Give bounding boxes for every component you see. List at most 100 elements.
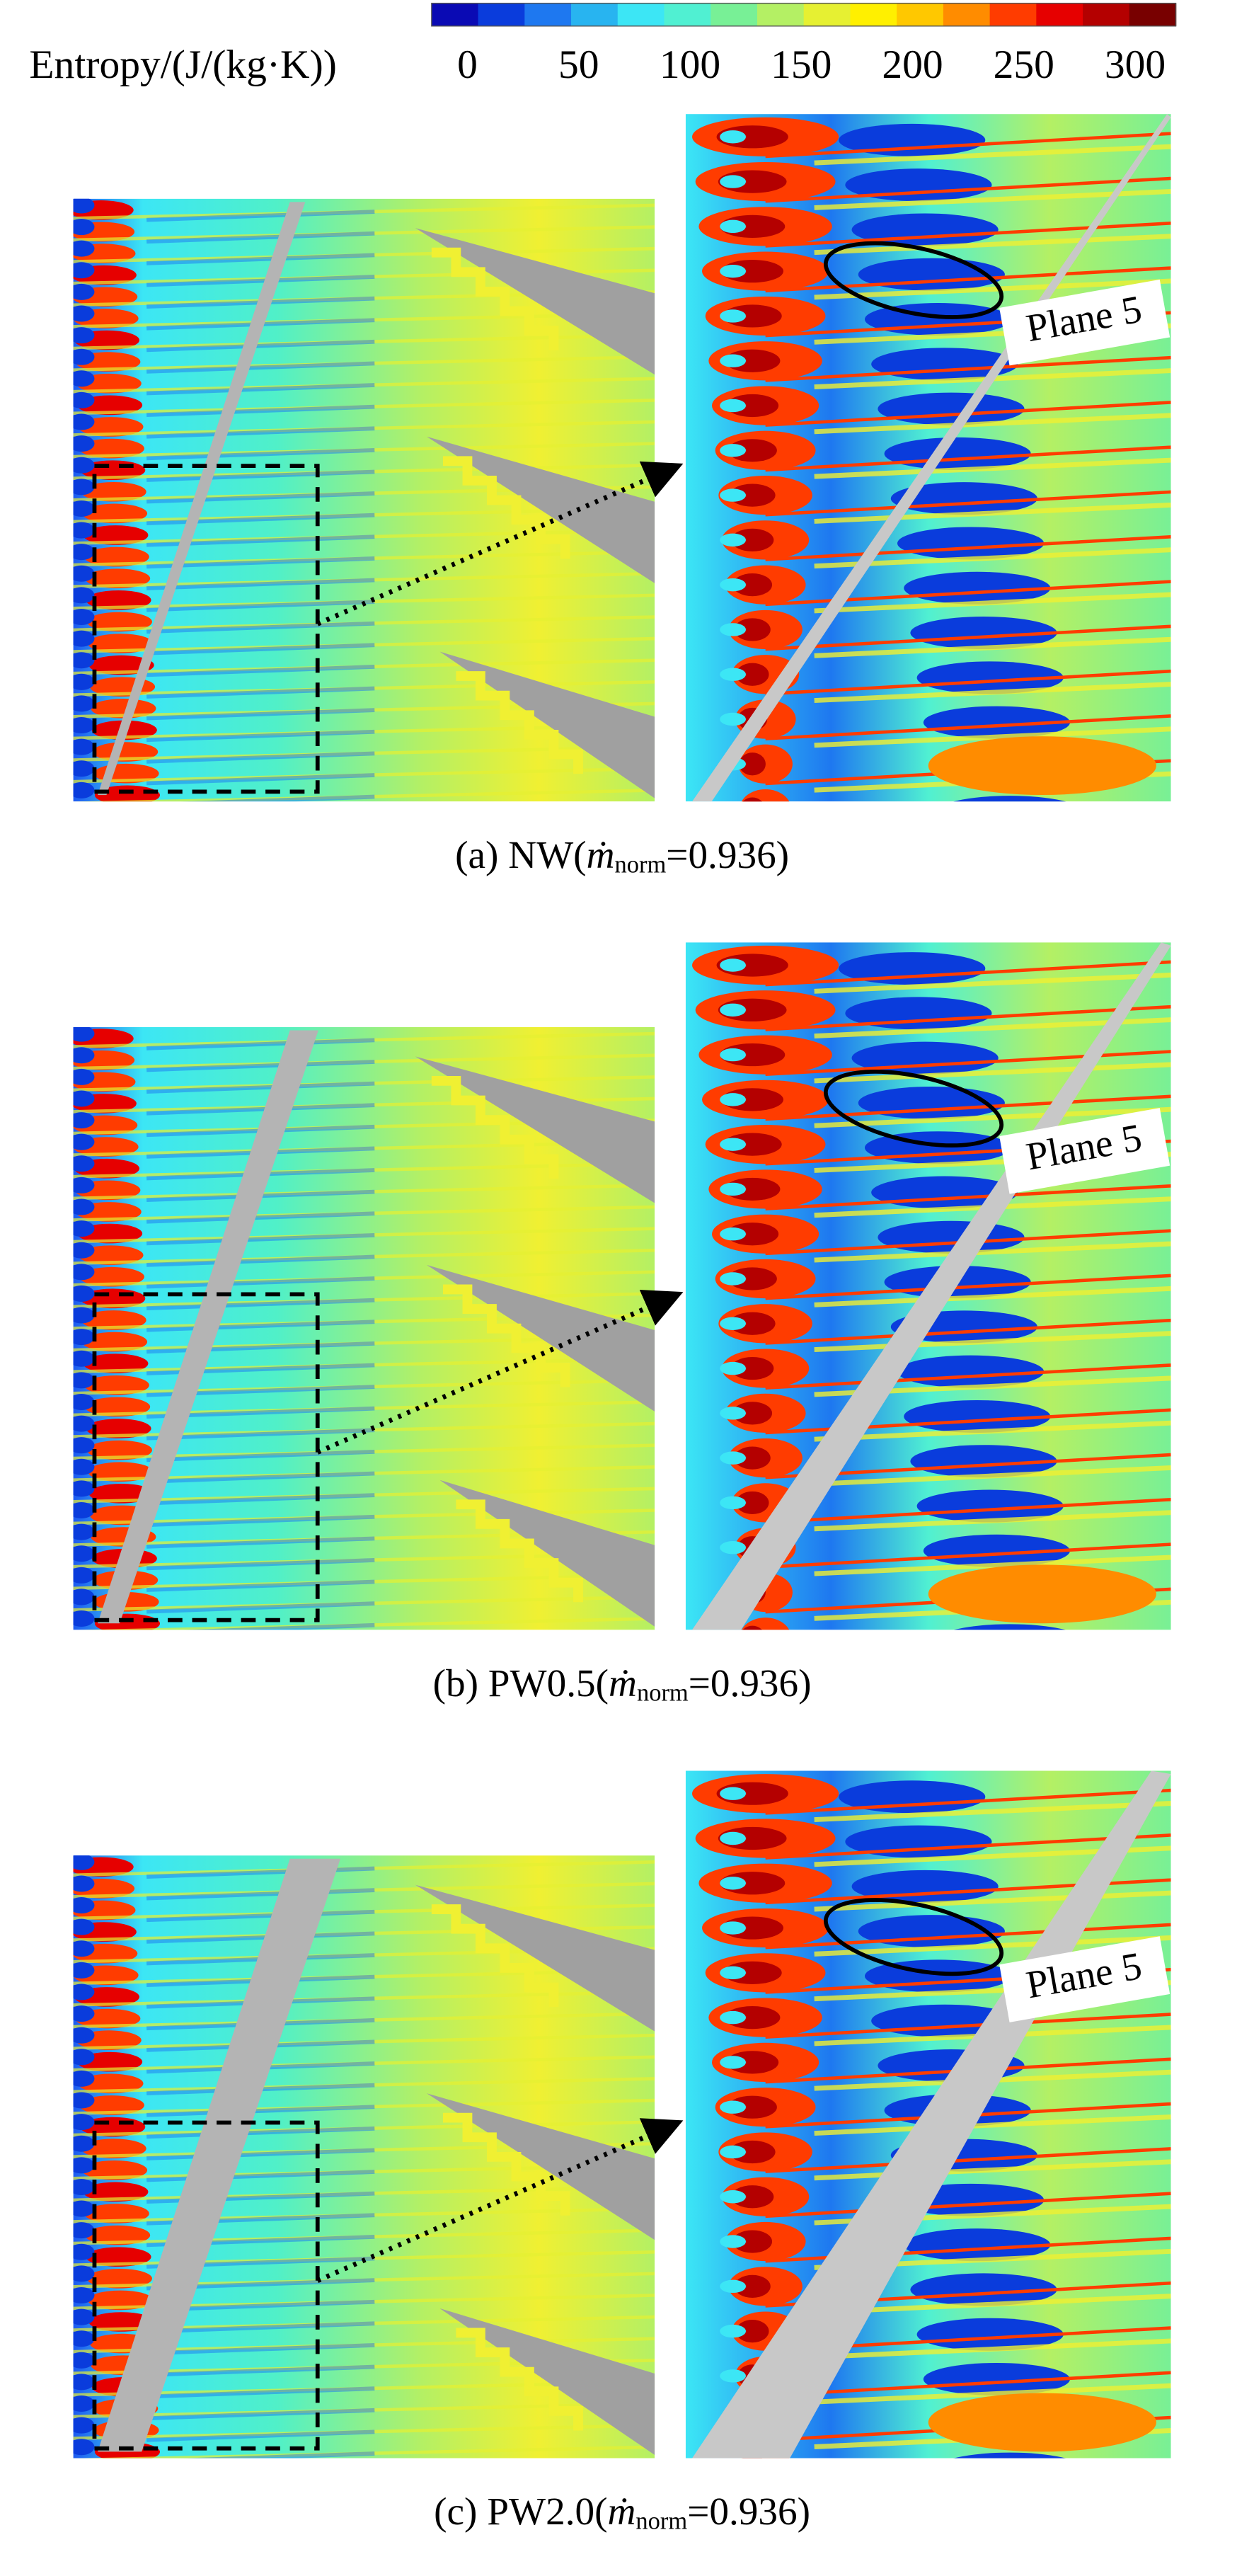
panel: Plane 5(b) PW0.5(ṁnorm=0.936)	[73, 942, 1171, 1706]
contour-stripe	[146, 708, 375, 721]
contour-blue	[73, 1567, 95, 1584]
contour-red	[83, 1353, 149, 1373]
contour-red	[928, 2393, 1156, 2452]
contour-stripe	[814, 1935, 1171, 1957]
contour-blue	[884, 437, 1031, 470]
contour-blue	[73, 2352, 95, 2369]
contour-red	[81, 1332, 148, 1352]
stator-steps	[431, 247, 559, 350]
contour-stripe	[146, 556, 375, 569]
contour-stripe	[765, 1923, 1171, 1950]
contour-stripe	[765, 2013, 1171, 2039]
colorbar-band	[617, 3, 665, 26]
contour-blue	[73, 1068, 95, 1085]
contour-blue	[73, 1610, 95, 1627]
zoom-image	[685, 1770, 1171, 2485]
contour-cyan	[720, 1317, 746, 1330]
contour-red	[84, 2204, 149, 2223]
contour-red	[81, 1310, 146, 1330]
contour-stripe	[765, 1363, 1171, 1390]
contour-red	[727, 1267, 777, 1290]
contour-red	[734, 2274, 771, 2298]
stator-blade	[415, 1056, 655, 1203]
contour-stripe	[146, 275, 375, 287]
colorbar-band	[1129, 3, 1177, 26]
contour-red	[928, 736, 1156, 796]
contour-blue	[73, 2070, 95, 2087]
contour-blue	[73, 1962, 95, 1979]
contour-stripe	[146, 1254, 375, 1267]
contour-stripe	[146, 426, 375, 439]
contour-cyan	[720, 1407, 746, 1420]
stator-steps	[456, 671, 583, 774]
blade	[98, 1030, 318, 1624]
contour-cyan	[720, 309, 746, 323]
contour-blue	[73, 738, 95, 755]
colorbar-tick-label: 0	[457, 42, 478, 87]
contour-blue	[73, 1177, 95, 1193]
contour-stripe	[146, 1232, 375, 1246]
caption-suffix: =0.936)	[689, 1661, 812, 1705]
contour-cyan	[720, 1182, 746, 1196]
contour-cyan	[720, 1227, 746, 1241]
contour-stripe	[146, 1298, 375, 1311]
colorbar-tick-label: 300	[1105, 42, 1166, 87]
contour-red	[727, 439, 777, 462]
contour-red	[928, 1564, 1156, 1624]
contour-stripe	[814, 547, 1171, 569]
highlight-ellipse	[823, 241, 1004, 319]
contour-stripe	[765, 1273, 1171, 1300]
contour-blue	[73, 652, 95, 669]
contour-stripe	[146, 1579, 375, 1592]
contour-stripe	[766, 2462, 1171, 2485]
contour-blue	[73, 760, 95, 777]
contour-blue	[73, 1329, 95, 1346]
contour-blue	[73, 1523, 95, 1540]
contour-stripe	[146, 1471, 375, 1484]
contour-blue	[839, 1780, 986, 1814]
contour-stripe	[765, 1542, 1171, 1569]
contour-blue	[73, 1026, 95, 1042]
contour-red	[735, 663, 769, 686]
contour-red	[84, 546, 149, 567]
contour-stripe	[146, 600, 375, 612]
contour-red	[81, 481, 146, 502]
contour-red	[726, 1223, 779, 1246]
contour-blue	[73, 2330, 95, 2347]
contour-stripe	[146, 1558, 375, 1571]
contour-red	[729, 2140, 776, 2164]
contour-red	[85, 568, 151, 588]
contour-blue	[73, 2178, 95, 2195]
contour-stripe	[146, 513, 375, 526]
contour-red	[88, 634, 154, 653]
contour-red	[742, 797, 762, 802]
contour-stripe	[814, 726, 1171, 748]
contour-blue	[73, 673, 95, 690]
contour-red	[731, 1356, 774, 1380]
contour-blue	[73, 1155, 95, 1172]
contour-blue	[916, 1489, 1064, 1523]
contour-stripe	[765, 1788, 1171, 1815]
contour-stripe	[146, 210, 375, 222]
colorbar-tick-label: 250	[994, 42, 1054, 87]
contour-stripe	[146, 2364, 375, 2377]
stator-steps	[431, 1075, 559, 1179]
contour-blue	[73, 1545, 95, 1562]
contour-stripe	[814, 1286, 1171, 1307]
highlight-ellipse	[823, 1898, 1004, 1976]
contour-blue	[910, 2273, 1057, 2306]
contour-red	[88, 1462, 154, 1482]
zoom-box	[92, 464, 320, 794]
caption-symbol: ṁ	[587, 832, 615, 876]
contour-stripe	[146, 2429, 375, 2442]
contour-red	[84, 1375, 149, 1395]
contour-blue	[73, 608, 95, 625]
colorbar-label: Entropy/(J/(kg·K))	[29, 42, 336, 87]
contour-stripe	[146, 2105, 375, 2117]
contour-blue	[73, 2005, 95, 2022]
colorbar	[431, 2, 1177, 27]
contour-stripe	[146, 1341, 375, 1354]
contour-blue	[73, 2222, 95, 2239]
zoom-arrow	[316, 461, 684, 626]
contour-blue	[73, 1198, 95, 1215]
